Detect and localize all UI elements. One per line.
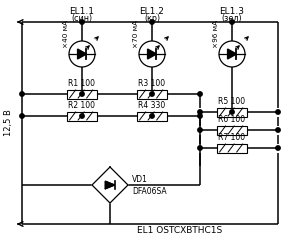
Polygon shape [148,49,156,59]
Text: EL1.1: EL1.1 [70,7,94,16]
Text: EL1 OSTCXBTHC1S: EL1 OSTCXBTHC1S [137,226,223,235]
Text: R5 100: R5 100 [218,98,246,106]
Text: ×96 мА: ×96 мА [213,20,219,48]
Circle shape [80,92,84,96]
Bar [137,90,167,98]
Text: VD1: VD1 [132,174,148,183]
Circle shape [198,114,202,118]
Text: R6 100: R6 100 [218,115,246,124]
Bar [67,112,97,121]
Polygon shape [105,181,115,189]
Text: 12,5 В: 12,5 В [4,110,13,136]
Text: (зел): (зел) [222,14,242,23]
Text: ×40 мА: ×40 мА [63,20,69,48]
Circle shape [150,92,154,96]
Text: R7 100: R7 100 [218,134,246,143]
Text: R4 330: R4 330 [138,101,166,111]
Circle shape [230,110,234,114]
Circle shape [20,92,24,96]
Bar [217,126,247,135]
Polygon shape [228,49,236,59]
Circle shape [198,146,202,150]
Bar [217,144,247,152]
Circle shape [80,20,84,24]
Polygon shape [92,167,128,203]
Text: ×70 мА: ×70 мА [133,20,139,48]
Text: (син): (син) [71,14,93,23]
Circle shape [198,92,202,96]
Text: EL1.3: EL1.3 [220,7,244,16]
Text: EL1.2: EL1.2 [140,7,164,16]
Bar [217,107,247,116]
Circle shape [150,20,154,24]
Polygon shape [78,49,86,59]
Circle shape [20,114,24,118]
Circle shape [276,146,280,150]
Circle shape [80,114,84,118]
Text: (кр): (кр) [144,14,160,23]
Circle shape [230,20,234,24]
Text: R2 100: R2 100 [68,101,95,111]
Circle shape [198,110,202,114]
Circle shape [69,41,95,67]
Circle shape [198,128,202,132]
Circle shape [276,128,280,132]
Text: R1 100: R1 100 [68,80,95,89]
Text: R3 100: R3 100 [138,80,166,89]
Circle shape [150,114,154,118]
Bar [67,90,97,98]
Bar [137,112,167,121]
Circle shape [276,110,280,114]
Circle shape [219,41,245,67]
Circle shape [139,41,165,67]
Text: DFA06SA: DFA06SA [132,187,166,196]
